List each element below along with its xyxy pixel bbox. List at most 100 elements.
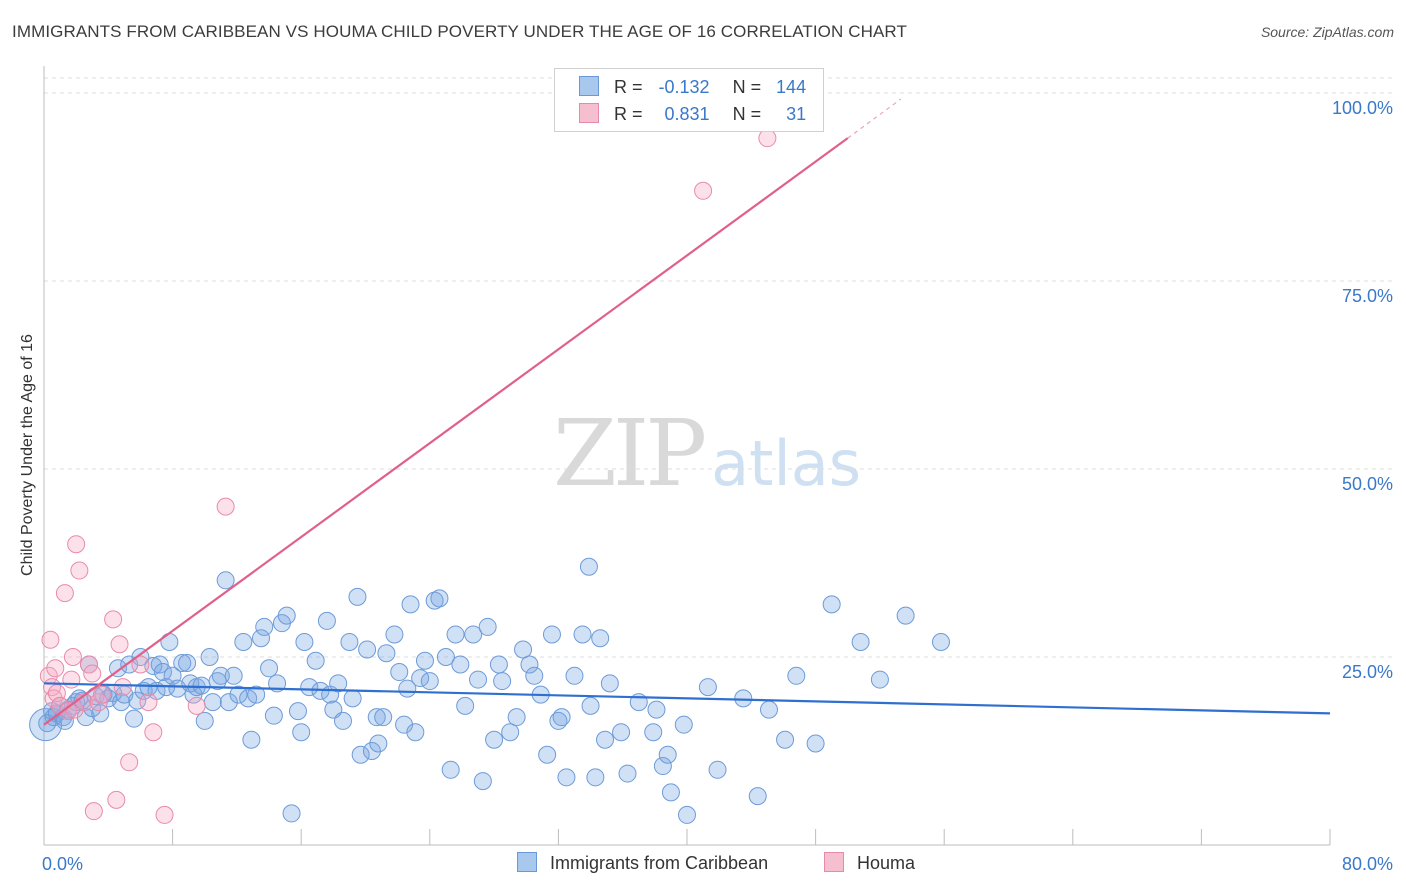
legend-r-label: R = xyxy=(614,104,643,124)
data-point-caribbean xyxy=(538,745,557,764)
data-point-caribbean xyxy=(224,666,243,685)
data-point-houma xyxy=(44,689,63,708)
data-point-caribbean xyxy=(647,700,666,719)
data-point-caribbean xyxy=(340,632,359,651)
watermark-atlas: atlas xyxy=(711,427,861,500)
data-point-caribbean xyxy=(464,625,483,644)
data-point-caribbean xyxy=(260,659,279,678)
legend-r-label: R = xyxy=(614,77,643,97)
data-point-caribbean xyxy=(415,651,434,670)
data-point-caribbean xyxy=(644,723,663,742)
data-point-houma xyxy=(107,790,126,809)
data-point-caribbean xyxy=(708,760,727,779)
source-credit: Source: ZipAtlas.com xyxy=(1260,24,1394,40)
data-point-caribbean xyxy=(317,611,336,630)
data-point-houma xyxy=(216,497,235,516)
y-tick-label: 50.0% xyxy=(1342,474,1393,494)
chart-title: IMMIGRANTS FROM CARIBBEAN VS HOUMA CHILD… xyxy=(12,22,907,41)
data-point-caribbean xyxy=(295,632,314,651)
data-point-caribbean xyxy=(288,702,307,721)
data-point-caribbean xyxy=(292,723,311,742)
y-tick-label: 25.0% xyxy=(1342,662,1393,682)
data-point-houma xyxy=(694,181,713,200)
data-point-caribbean xyxy=(661,783,680,802)
legend-swatch-caribbean xyxy=(579,76,599,96)
data-point-caribbean xyxy=(374,708,393,727)
data-point-caribbean xyxy=(300,678,319,697)
legend-row-houma: R = 0.831 N = 31 xyxy=(579,103,806,127)
data-point-caribbean xyxy=(653,757,672,776)
data-point-caribbean xyxy=(395,715,414,734)
data-point-caribbean xyxy=(390,663,409,682)
data-point-caribbean xyxy=(128,691,147,710)
data-point-caribbean xyxy=(144,657,163,676)
data-point-caribbean xyxy=(473,772,492,791)
data-point-houma xyxy=(144,723,163,742)
bottom-legend-swatch-caribbean xyxy=(517,852,537,872)
data-point-caribbean xyxy=(851,632,870,651)
data-point-caribbean xyxy=(501,723,520,742)
data-point-houma xyxy=(63,648,82,667)
data-point-caribbean xyxy=(734,689,753,708)
data-point-caribbean xyxy=(211,666,230,685)
data-point-caribbean xyxy=(348,587,367,606)
data-point-caribbean xyxy=(76,708,95,727)
data-point-caribbean xyxy=(557,768,576,787)
data-point-caribbean xyxy=(277,606,296,625)
data-point-caribbean xyxy=(329,674,348,693)
data-point-caribbean xyxy=(822,595,841,614)
y-tick-label: 100.0% xyxy=(1332,98,1393,118)
data-point-caribbean xyxy=(446,625,465,644)
data-point-caribbean xyxy=(436,648,455,667)
bottom-legend-caribbean: Immigrants from Caribbean xyxy=(517,852,768,874)
data-point-caribbean xyxy=(520,655,539,674)
data-point-houma xyxy=(758,129,777,148)
data-point-caribbean xyxy=(406,723,425,742)
data-point-caribbean xyxy=(367,708,386,727)
data-point-houma xyxy=(41,630,60,649)
data-point-caribbean xyxy=(441,760,460,779)
data-point-houma xyxy=(70,561,89,580)
data-point-caribbean xyxy=(489,655,508,674)
legend-n-label: N = xyxy=(732,77,762,97)
data-point-caribbean xyxy=(333,711,352,730)
data-point-caribbean xyxy=(247,685,266,704)
data-point-caribbean xyxy=(618,764,637,783)
data-point-caribbean xyxy=(579,557,598,576)
data-point-caribbean xyxy=(469,670,488,689)
data-point-caribbean xyxy=(125,709,144,728)
data-point-caribbean xyxy=(430,589,449,608)
data-point-caribbean xyxy=(478,617,497,636)
data-point-caribbean xyxy=(234,632,253,651)
data-point-houma xyxy=(84,802,103,821)
data-point-caribbean xyxy=(252,629,271,648)
data-point-caribbean xyxy=(759,700,778,719)
x-tick-label: 0.0% xyxy=(42,854,83,874)
data-point-caribbean xyxy=(493,672,512,691)
gridlines xyxy=(44,77,1395,658)
legend-row-caribbean: R = -0.132 N = 144 xyxy=(579,76,806,100)
data-point-caribbean xyxy=(153,663,172,682)
data-point-houma xyxy=(139,693,158,712)
data-point-caribbean xyxy=(264,706,283,725)
data-point-houma xyxy=(46,659,65,678)
data-point-caribbean xyxy=(203,693,222,712)
data-point-caribbean xyxy=(586,768,605,787)
data-point-caribbean xyxy=(425,591,444,610)
data-point-caribbean xyxy=(581,696,600,715)
data-point-caribbean xyxy=(200,648,219,667)
data-point-houma xyxy=(92,685,111,704)
x-tick-label: 80.0% xyxy=(1342,854,1393,874)
data-point-caribbean xyxy=(678,805,696,824)
watermark: ZIP atlas xyxy=(553,400,861,507)
data-point-caribbean xyxy=(806,734,825,753)
trend-line-caribbean xyxy=(43,682,1331,715)
data-point-caribbean xyxy=(552,708,571,727)
data-point-caribbean xyxy=(282,804,301,823)
data-point-caribbean xyxy=(208,672,227,691)
watermark-zip: ZIP xyxy=(553,400,707,507)
data-point-caribbean xyxy=(525,666,544,685)
data-point-caribbean xyxy=(411,669,430,688)
data-point-houma xyxy=(131,655,150,674)
data-point-caribbean xyxy=(612,723,631,742)
